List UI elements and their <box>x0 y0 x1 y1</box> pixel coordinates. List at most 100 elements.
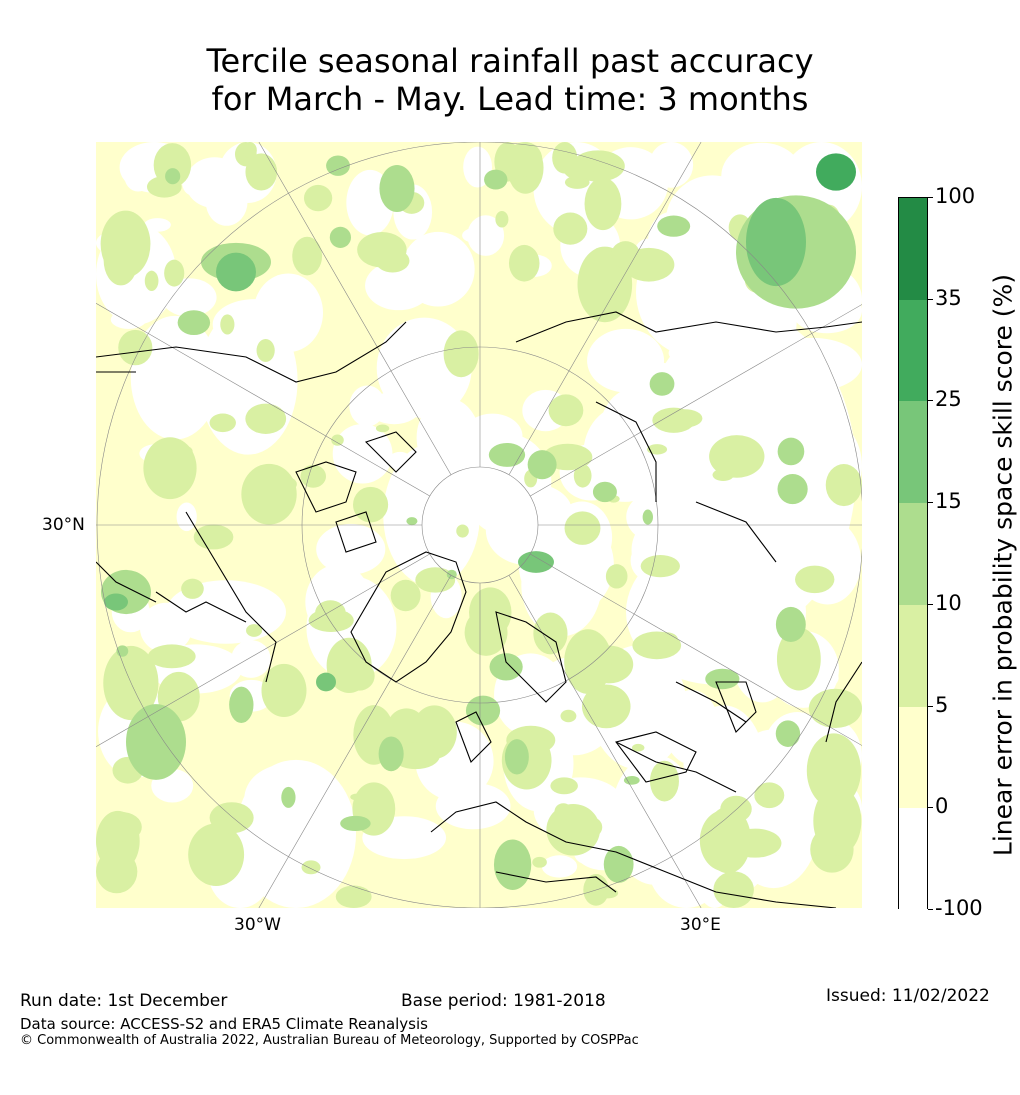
skill-patch <box>435 782 511 830</box>
skill-patch <box>699 809 750 872</box>
skill-patch <box>462 228 488 243</box>
skill-patch <box>375 424 390 433</box>
skill-patch <box>640 554 680 578</box>
copyright: © Commonwealth of Australia 2022, Austra… <box>20 1033 639 1048</box>
skill-patch <box>527 450 557 480</box>
skill-patch <box>332 424 393 484</box>
base-period: Base period: 1981-2018 <box>401 991 606 1011</box>
skill-patch <box>100 210 151 278</box>
skill-patch <box>229 686 254 723</box>
skill-patch <box>153 143 192 188</box>
skill-patch <box>816 153 856 191</box>
colorbar-tick-label: 10 <box>935 590 962 615</box>
colorbar-tick <box>928 705 933 707</box>
skill-patch <box>775 606 806 642</box>
graticule <box>96 142 862 908</box>
skill-patch <box>582 817 603 837</box>
skill-patch <box>209 413 236 433</box>
lon-label-30e: 30°E <box>680 915 721 935</box>
skill-patch <box>161 278 217 317</box>
skill-patch <box>495 210 509 228</box>
skill-patch <box>231 640 271 678</box>
polar-map <box>96 142 862 908</box>
skill-patch <box>415 567 456 593</box>
skill-patch <box>564 629 612 694</box>
skill-patch <box>508 244 540 282</box>
skill-patch <box>777 437 805 466</box>
skill-patch <box>256 339 275 362</box>
skill-patch <box>560 709 577 723</box>
skill-patch <box>446 569 457 580</box>
coastlines <box>96 311 862 908</box>
skill-patch <box>177 310 211 336</box>
skill-patch <box>402 377 423 389</box>
north-america-coast <box>96 321 407 683</box>
colorbar-label: Linear error in probability space skill … <box>988 273 1018 857</box>
skill-patch <box>236 759 356 908</box>
meridian <box>258 142 452 475</box>
greenland-coast <box>350 551 467 683</box>
colorbar-band <box>899 299 927 402</box>
skill-patch <box>795 565 835 594</box>
skill-patch <box>382 336 432 382</box>
skill-patch <box>300 464 327 488</box>
skill-patch <box>623 775 640 785</box>
skill-patch <box>241 463 297 525</box>
skill-patch <box>406 517 418 526</box>
skill-patch <box>548 394 584 427</box>
skill-patch <box>484 169 508 190</box>
skill-patch <box>777 473 808 505</box>
skill-patch <box>245 403 287 434</box>
colorbar-tick-label: 35 <box>935 285 962 310</box>
colorbar-band <box>899 604 927 707</box>
skill-patch <box>253 273 324 353</box>
skill-patch <box>220 314 235 335</box>
skill-patch <box>391 742 440 770</box>
skill-patch <box>642 509 654 525</box>
colorbar-band <box>899 401 927 504</box>
data-source: Data source: ACCESS-S2 and ERA5 Climate … <box>20 1015 428 1033</box>
skill-patch <box>612 716 657 750</box>
skill-patch <box>611 241 641 269</box>
colorbar-tick <box>928 807 933 809</box>
skill-patch <box>592 481 617 503</box>
skill-patch <box>102 812 142 842</box>
title-line-1: Tercile seasonal rainfall past accuracy <box>206 42 814 80</box>
run-date: Run date: 1st December <box>20 991 228 1011</box>
europe-coast <box>430 611 837 908</box>
skill-patch <box>657 215 691 237</box>
skill-patch <box>573 463 592 488</box>
skill-patch <box>246 624 263 637</box>
skill-patch <box>353 486 389 523</box>
skill-patch <box>316 523 386 575</box>
skill-patch <box>335 885 372 908</box>
skill-patch <box>383 443 480 587</box>
colorbar-tick <box>928 197 933 198</box>
skill-patch <box>281 786 296 808</box>
skill-patch <box>242 142 257 159</box>
skill-patch <box>365 261 433 311</box>
skill-patch <box>550 777 578 795</box>
skill-patch <box>193 524 234 550</box>
skill-patch <box>176 502 197 532</box>
colorbar-tick <box>928 502 933 504</box>
skill-patch <box>649 142 694 188</box>
skill-patch <box>331 434 344 446</box>
colorbar-band <box>899 808 927 910</box>
skill-patch <box>461 433 552 530</box>
skill-patch <box>746 197 806 287</box>
meridian <box>258 575 452 908</box>
skill-patch <box>464 609 508 656</box>
skill-patch <box>326 155 350 176</box>
meridian <box>96 553 430 747</box>
skill-patch <box>130 315 220 440</box>
skill-patch <box>489 653 523 681</box>
skill-patch <box>493 839 532 890</box>
skill-patch <box>110 310 147 329</box>
skill-patch <box>185 157 244 209</box>
skill-patch <box>553 212 588 245</box>
black-caspian-sea <box>615 681 757 783</box>
skill-patch <box>507 142 543 177</box>
skill-patch <box>143 437 197 500</box>
skill-patch <box>245 153 278 191</box>
